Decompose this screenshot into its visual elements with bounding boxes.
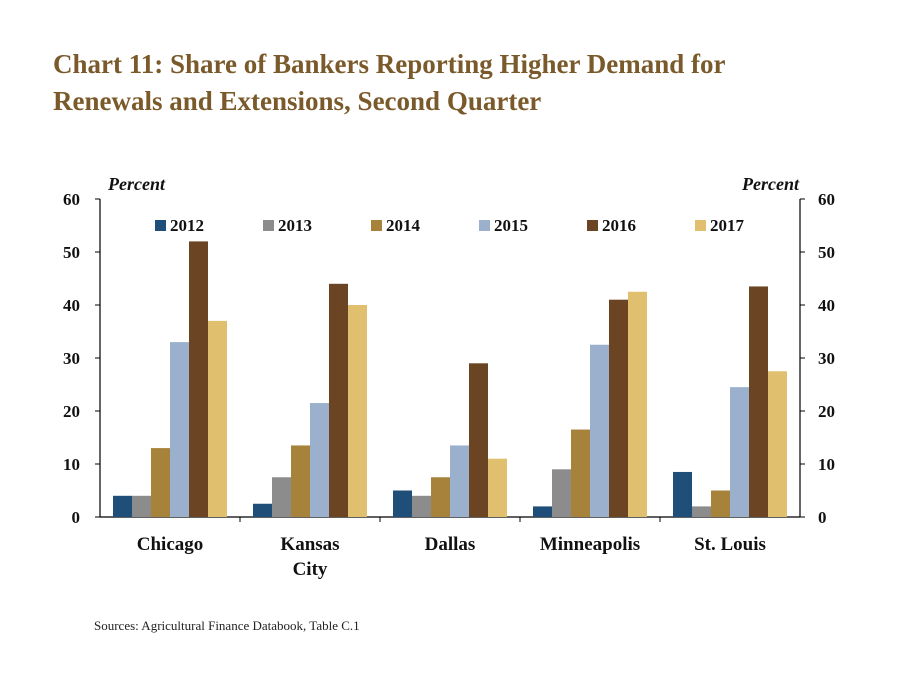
bar-2017-minneapolis [628, 291, 647, 517]
legend-swatch-2015 [479, 220, 490, 231]
bar-2014-st-louis [711, 490, 730, 517]
bar-2017-dallas [488, 458, 507, 517]
chart-title-line-2: Renewals and Extensions, Second Quarter [53, 86, 542, 116]
bar-2014-kansas-city [291, 445, 310, 517]
bar-2017-st-louis [768, 371, 787, 517]
legend-label-2012: 2012 [170, 216, 204, 235]
y-tick-label-right: 30 [818, 349, 835, 368]
legend-swatch-2014 [371, 220, 382, 231]
chart-bars [113, 241, 787, 517]
bar-2017-kansas-city [348, 305, 367, 517]
source-note: Sources: Agricultural Finance Databook, … [94, 618, 360, 633]
legend-label-2013: 2013 [278, 216, 312, 235]
y-tick-label-left: 40 [63, 296, 80, 315]
legend-swatch-2012 [155, 220, 166, 231]
bar-2012-minneapolis [533, 506, 552, 517]
bar-2016-kansas-city [329, 283, 348, 517]
legend-label-2015: 2015 [494, 216, 528, 235]
bar-2013-st-louis [692, 506, 711, 517]
x-category-label: Dallas [425, 534, 476, 555]
legend-label-2014: 2014 [386, 216, 421, 235]
y-axis-unit-right: Percent [741, 174, 800, 194]
bar-2012-kansas-city [253, 503, 272, 517]
y-tick-label-right: 20 [818, 402, 835, 421]
y-tick-label-left: 0 [72, 508, 81, 527]
bar-2015-chicago [170, 342, 189, 517]
x-category-label: City [293, 559, 328, 580]
bar-2015-st-louis [730, 387, 749, 517]
bar-2015-minneapolis [590, 344, 609, 517]
bar-2013-minneapolis [552, 469, 571, 517]
legend-swatch-2017 [695, 220, 706, 231]
y-tick-label-left: 10 [63, 455, 80, 474]
legend-swatch-2013 [263, 220, 274, 231]
x-category-label: St. Louis [694, 534, 766, 555]
bar-2016-dallas [469, 363, 488, 517]
bar-2016-chicago [189, 241, 208, 517]
legend-label-2017: 2017 [710, 216, 745, 235]
bar-2013-kansas-city [272, 477, 291, 517]
bar-2014-minneapolis [571, 429, 590, 517]
y-tick-label-left: 60 [63, 190, 80, 209]
bar-2016-st-louis [749, 286, 768, 517]
y-tick-label-right: 40 [818, 296, 835, 315]
y-tick-label-right: 50 [818, 243, 835, 262]
bar-2013-dallas [412, 495, 431, 517]
bar-2012-st-louis [673, 471, 692, 517]
chart-legend: 2012 2013 2014 2015 2016 2017 [155, 216, 745, 235]
x-category-label: Kansas [280, 534, 339, 555]
chart-title: Chart 11: Share of Bankers Reporting Hig… [53, 46, 853, 120]
bar-2012-chicago [113, 495, 132, 517]
bar-2016-minneapolis [609, 299, 628, 517]
legend-swatch-2016 [587, 220, 598, 231]
bar-2013-chicago [132, 495, 151, 517]
y-tick-label-right: 60 [818, 190, 835, 209]
y-tick-label-left: 20 [63, 402, 80, 421]
bar-2017-chicago [208, 320, 227, 517]
y-tick-label-right: 10 [818, 455, 835, 474]
legend-label-2016: 2016 [602, 216, 636, 235]
y-tick-label-left: 30 [63, 349, 80, 368]
x-category-label: Minneapolis [540, 534, 640, 555]
chart-title-line-1: Chart 11: Share of Bankers Reporting Hig… [53, 49, 726, 79]
bar-2015-kansas-city [310, 403, 329, 517]
bar-2015-dallas [450, 445, 469, 517]
chart-labels: 0 0 10 10 20 20 30 30 40 40 50 50 60 60 Percent Percent… [63, 174, 835, 580]
bar-2014-chicago [151, 448, 170, 517]
bar-2012-dallas [393, 490, 412, 517]
y-tick-label-left: 50 [63, 243, 80, 262]
x-category-label: Chicago [137, 534, 204, 555]
y-tick-label-right: 0 [818, 508, 827, 527]
y-axis-unit-left: Percent [107, 174, 166, 194]
bar-2014-dallas [431, 477, 450, 517]
